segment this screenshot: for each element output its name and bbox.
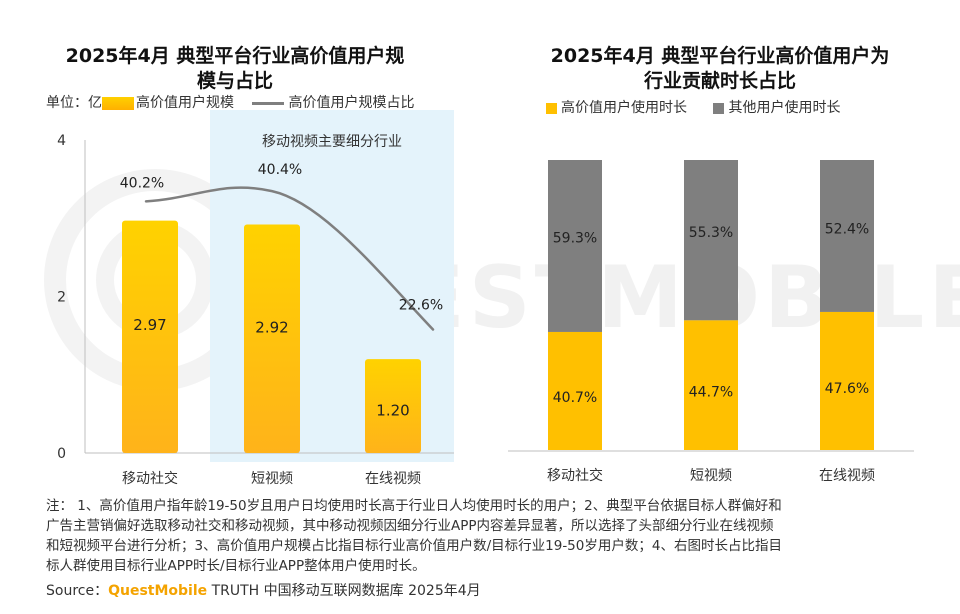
right-chart-title: 2025年4月 典型平台行业高价值用户为 行业贡献时长占比	[510, 44, 930, 94]
x-tick-label: 短视频	[690, 468, 732, 484]
highlight-label: 移动视频主要细分行业	[262, 134, 402, 150]
legend-label-high: 高价值用户使用时长	[561, 100, 687, 116]
source-brand: QuestMobile	[108, 583, 208, 599]
footnote-line-4: 标人群使用目标行业APP时长/目标行业APP整体用户使用时长。	[46, 558, 426, 574]
left-chart-title: 2025年4月 典型平台行业高价值用户规 模与占比	[30, 44, 440, 94]
ratio-label: 40.2%	[120, 175, 164, 191]
left-title-line1: 2025年4月 典型平台行业高价值用户规	[65, 45, 405, 67]
unit-label: 单位：亿	[46, 95, 102, 111]
bar	[244, 224, 300, 453]
left-title-line2: 模与占比	[196, 70, 273, 92]
source-line: Source：QuestMobile TRUTH 中国移动互联网数据库 2025…	[46, 580, 481, 600]
x-tick-label: 短视频	[251, 471, 293, 487]
ratio-label: 40.4%	[258, 162, 302, 178]
left-chart: 移动视频主要细分行业 0 2 4 2.97 2.92 1.20 移动社交 短视频 在线视频 40.2…	[57, 110, 454, 487]
footnote-line-1: 注： 1、高价值用户指年龄19-50岁且用户日均使用时长高于行业日人均使用时长的…	[46, 498, 782, 514]
high-value-label: 47.6%	[825, 381, 869, 397]
stacked-bar-other	[548, 160, 602, 332]
right-legend: 高价值用户使用时长 其他用户使用时长	[546, 97, 840, 117]
y-tick-label: 4	[57, 133, 66, 149]
x-tick-label: 在线视频	[819, 468, 875, 484]
x-tick-label: 移动社交	[122, 470, 178, 487]
bar-value-label: 1.20	[376, 402, 409, 420]
stacked-bar-high	[548, 331, 602, 450]
x-tick-label: 移动社交	[547, 467, 603, 484]
other-value-label: 59.3%	[553, 230, 597, 246]
y-tick-label: 0	[57, 446, 66, 462]
footnote-line-2: 广告主营销偏好选取移动社交和移动视频，其中移动视频因细分行业APP内容差异显著，…	[46, 518, 774, 534]
right-title-line2: 行业贡献时长占比	[643, 70, 796, 92]
bar-value-label: 2.97	[133, 316, 166, 334]
high-value-label: 40.7%	[553, 390, 597, 406]
source-rest: TRUTH 中国移动互联网数据库 2025年4月	[207, 583, 481, 599]
right-chart: 59.3% 40.7% 移动社交 55.3% 44.7% 短视频 52.4% 47.6% 在线视…	[508, 160, 914, 484]
bar	[122, 220, 178, 453]
footnote-line-3: 和短视频平台进行分析；3、高价值用户规模占比指目标行业高价值用户数/目标行业19…	[46, 538, 782, 554]
other-value-label: 55.3%	[689, 225, 733, 241]
legend-swatch-line	[252, 101, 285, 105]
stacked-bar-other	[820, 160, 874, 312]
footnote: 注： 1、高价值用户指年龄19-50岁且用户日均使用时长高于行业日人均使用时长的…	[46, 496, 926, 576]
bar	[365, 359, 421, 453]
other-value-label: 52.4%	[825, 221, 869, 237]
high-value-label: 44.7%	[689, 385, 733, 401]
legend-label-bar: 高价值用户规模	[136, 95, 234, 111]
legend-swatch-bar	[102, 96, 134, 110]
left-legend: 单位：亿 高价值用户规模 高价值用户规模占比	[46, 92, 414, 112]
ratio-line	[144, 186, 435, 331]
right-title-line1: 2025年4月 典型平台行业高价值用户为	[550, 45, 890, 67]
stacked-bar-high	[820, 311, 874, 450]
y-tick-label: 2	[57, 290, 66, 306]
legend-swatch-other	[713, 102, 725, 114]
source-prefix: Source：	[46, 583, 109, 599]
stacked-bar-other	[684, 160, 738, 321]
bar-value-label: 2.92	[255, 318, 288, 336]
legend-label-line: 高价值用户规模占比	[288, 95, 415, 111]
x-tick-label: 在线视频	[365, 471, 421, 487]
stacked-bar-high	[684, 320, 738, 450]
legend-swatch-high	[546, 102, 557, 114]
ratio-label: 22.6%	[399, 298, 443, 314]
legend-label-other: 其他用户使用时长	[728, 100, 841, 116]
